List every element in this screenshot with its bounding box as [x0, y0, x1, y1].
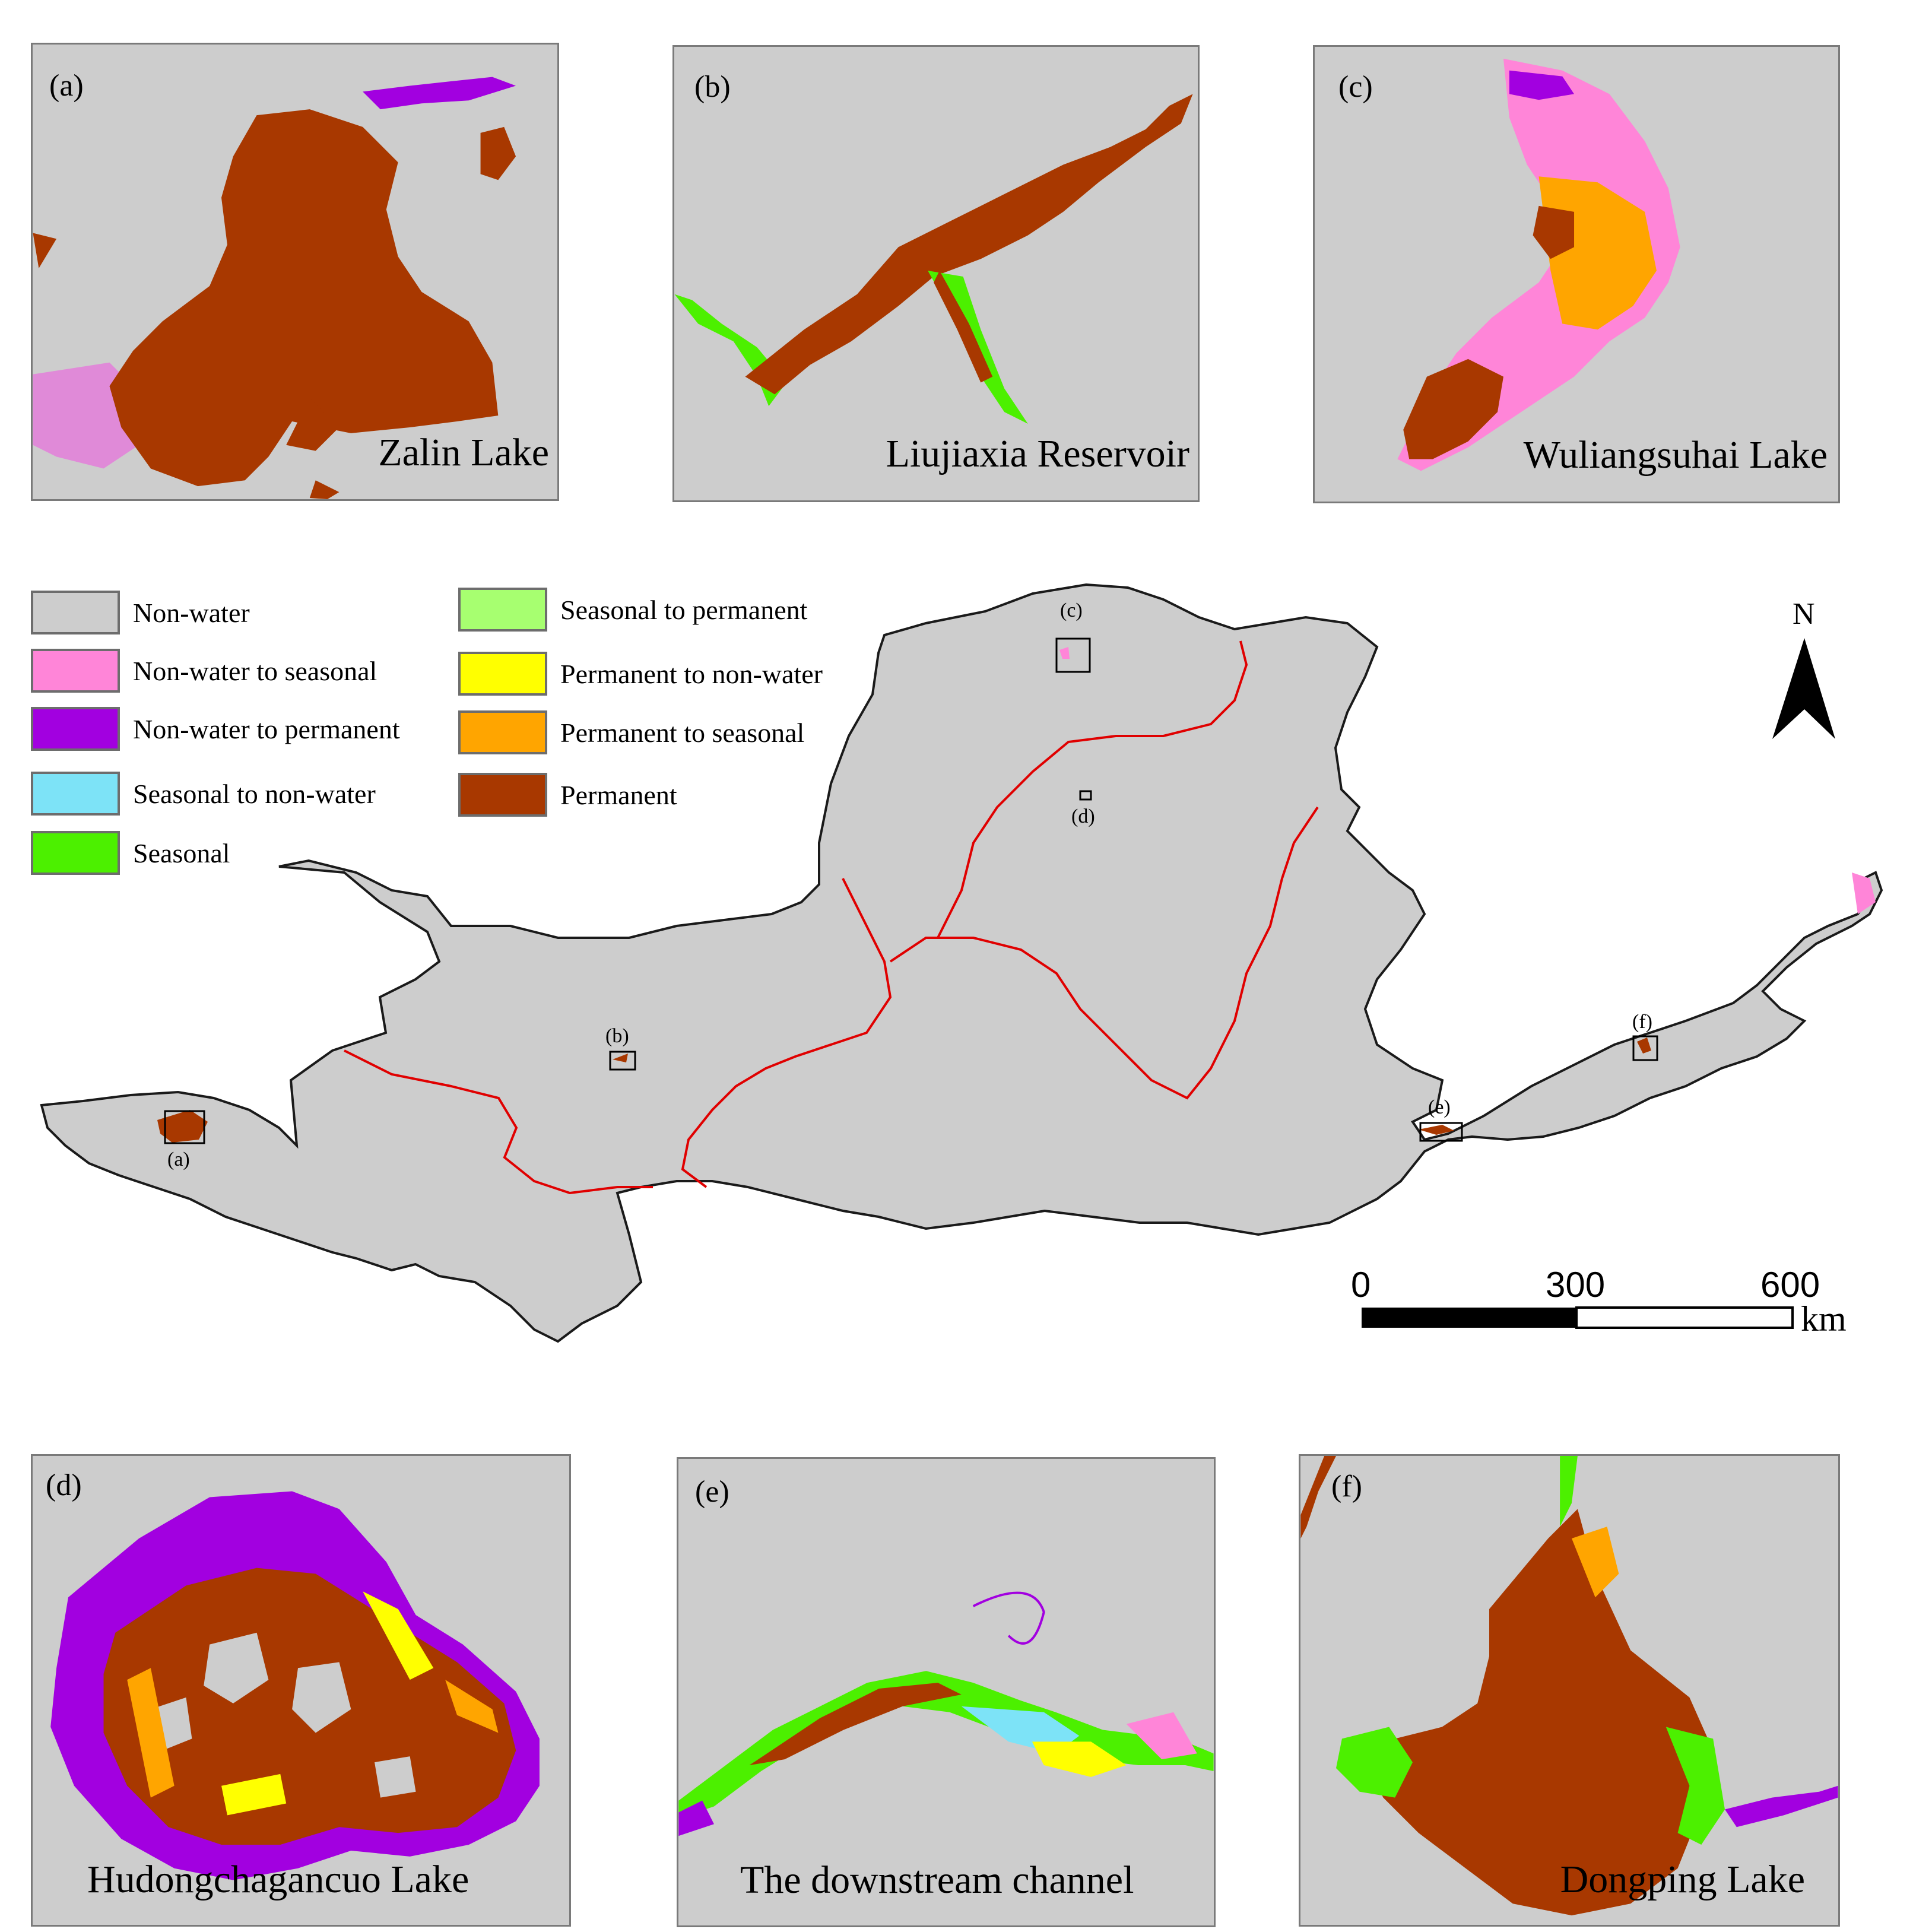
panel-e-downstream-channel: (e) The downstream channel: [677, 1457, 1216, 1927]
map-marker-f: (f): [1632, 1011, 1652, 1033]
legend-swatch: [458, 773, 547, 817]
zalin-lake-mark: [157, 1110, 208, 1143]
panel-e-map: [678, 1591, 1214, 1836]
legend-item-permanent-to-non-water: Permanent to non-water: [458, 652, 823, 696]
scale-tick-300: 300: [1546, 1265, 1606, 1305]
panel-d-hudongchagancuo-lake: (d) Hudongchagancuo Lake: [31, 1454, 571, 1927]
panel-f-dongping-lake: (f) Dongping Lake: [1299, 1454, 1840, 1927]
map-marker-a: (a): [167, 1148, 190, 1170]
panel-b-name: Liujiaxia Reservoir: [886, 432, 1189, 475]
legend-label: Non-water: [133, 597, 250, 628]
panel-e-name: The downstream channel: [740, 1858, 1134, 1902]
panel-c-tag: (c): [1338, 70, 1373, 104]
panel-d-map: [50, 1491, 540, 1880]
panel-c-name: Wuliangsuhai Lake: [1523, 433, 1828, 477]
river-mouth-mark: [1852, 873, 1876, 914]
locator-box-b: [609, 1051, 636, 1071]
legend-swatch: [31, 591, 120, 634]
panel-d-tag: (d): [46, 1468, 82, 1502]
legend-label: Non-water to permanent: [133, 713, 400, 744]
panel-a-name: Zalin Lake: [378, 431, 549, 474]
panel-a-map: [33, 77, 516, 499]
panel-d-name: Hudongchagancuo Lake: [87, 1858, 469, 1901]
panel-b-map: [674, 94, 1193, 424]
dongping-lake-mark: [1637, 1038, 1651, 1054]
liujiaxia-mark: [613, 1054, 628, 1062]
legend-label: Seasonal to permanent: [560, 594, 808, 625]
scale-tick-0: 0: [1351, 1265, 1371, 1305]
locator-box-e: [1419, 1122, 1463, 1142]
panel-e-tag: (e): [695, 1475, 729, 1509]
legend-label: Permanent: [560, 779, 677, 810]
legend-item-seasonal: Seasonal: [31, 831, 230, 875]
legend-item-non-water-to-permanent: Non-water to permanent: [31, 707, 400, 751]
subbasin-boundary: [681, 878, 892, 1188]
legend-swatch: [458, 588, 547, 632]
legend-swatch: [31, 649, 120, 693]
legend-item-permanent-to-seasonal: Permanent to seasonal: [458, 710, 804, 754]
panel-b-liujiaxia-reservoir: (b) Liujiaxia Reservoir: [672, 45, 1200, 502]
legend-item-non-water: Non-water: [31, 591, 250, 634]
basin-outline: [40, 583, 1883, 1343]
panel-f-tag: (f): [1331, 1470, 1362, 1503]
locator-box-c: [1055, 637, 1091, 673]
panel-f-map: [1300, 1456, 1838, 1916]
locator-box-f: [1632, 1035, 1658, 1061]
scale-bar-black-segment: [1362, 1308, 1576, 1328]
legend-swatch: [31, 772, 120, 816]
locator-box-d: [1079, 790, 1092, 801]
map-marker-e: (e): [1428, 1096, 1451, 1118]
wuliangsuhai-mark: [1059, 647, 1070, 659]
legend-label: Seasonal to non-water: [133, 778, 376, 809]
panel-c-wuliangsuhai-lake: (c) Wuliangsuhai Lake: [1313, 45, 1840, 503]
north-label: N: [1793, 597, 1815, 631]
panel-c-map: [1397, 58, 1680, 471]
panel-a-tag: (a): [49, 69, 84, 103]
subbasin-boundary: [889, 806, 1319, 1100]
locator-box-a: [164, 1110, 205, 1144]
legend-label: Non-water to seasonal: [133, 655, 377, 686]
legend-swatch: [458, 710, 547, 754]
panel-b-tag: (b): [694, 70, 731, 104]
map-marker-c: (c): [1060, 599, 1083, 621]
legend-item-permanent: Permanent: [458, 773, 677, 817]
scale-tick-600: 600: [1760, 1265, 1820, 1305]
panel-a-zalin-lake: (a) Zalin Lake: [31, 43, 559, 501]
north-arrow-icon: [1772, 638, 1835, 739]
legend-item-seasonal-to-non-water: Seasonal to non-water: [31, 772, 376, 816]
scale-unit: km: [1801, 1299, 1847, 1338]
legend-item-seasonal-to-permanent: Seasonal to permanent: [458, 588, 807, 632]
subbasin-boundary: [344, 1049, 653, 1195]
legend-swatch: [458, 652, 547, 696]
legend-swatch: [31, 831, 120, 875]
downstream-channel-mark: [1419, 1125, 1454, 1135]
map-marker-b: (b): [605, 1025, 629, 1047]
legend-label: Permanent to seasonal: [560, 717, 805, 748]
legend-swatch: [31, 707, 120, 751]
panel-f-name: Dongping Lake: [1560, 1858, 1805, 1901]
legend-label: Permanent to non-water: [560, 658, 823, 689]
scale-bar-white-segment: [1575, 1306, 1794, 1329]
legend-item-non-water-to-seasonal: Non-water to seasonal: [31, 649, 377, 693]
subbasin-boundary: [937, 640, 1248, 938]
map-marker-d: (d): [1071, 805, 1095, 827]
legend-label: Seasonal: [133, 837, 230, 868]
